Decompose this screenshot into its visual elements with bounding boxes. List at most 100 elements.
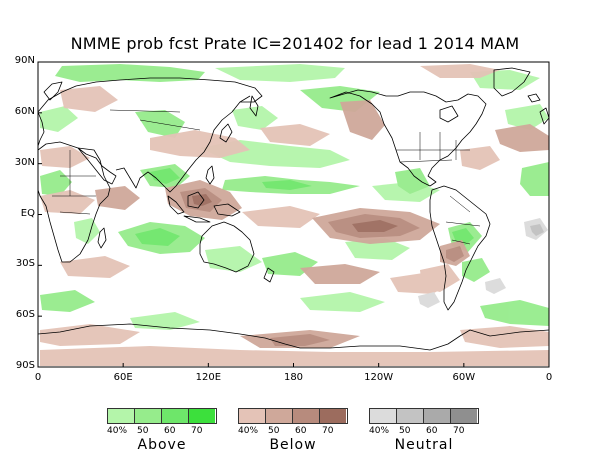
coastlines <box>38 67 549 351</box>
below-area <box>390 272 455 294</box>
legend-swatch <box>370 409 397 423</box>
below-area <box>260 124 330 146</box>
above-area <box>215 64 345 82</box>
legend-above: 40% 50 60 70 Above <box>107 408 217 453</box>
above-area <box>395 168 430 194</box>
legend-ticks: 40% 50 60 70 <box>369 426 479 438</box>
legend-caption: Below <box>269 437 317 453</box>
neutral-area <box>418 292 440 308</box>
axis-ticks <box>37 61 550 368</box>
above-area <box>262 180 312 190</box>
longitude-label: 120W <box>364 372 394 383</box>
coastline-japan <box>219 123 233 143</box>
above-area <box>40 290 95 312</box>
coastline-hudson <box>439 105 459 123</box>
below-area <box>352 220 398 232</box>
coastline-iceland <box>527 93 541 103</box>
legend-tick-label: 70 <box>191 426 203 436</box>
latitude-label: 30N <box>14 156 35 168</box>
above-area <box>345 238 410 260</box>
below-area <box>446 246 464 262</box>
legend-caption: Above <box>137 437 187 453</box>
below-area <box>242 206 320 228</box>
below-area <box>300 264 380 284</box>
legend-tick-label: 50 <box>399 426 411 436</box>
above-area <box>40 106 78 132</box>
legend-tick-label: 40% <box>369 426 390 436</box>
coastline-north-america <box>329 89 487 187</box>
longitude-label: 60E <box>113 372 133 383</box>
legend-tick-label: 70 <box>453 426 465 436</box>
below-area <box>60 256 130 278</box>
above-area <box>480 300 549 326</box>
legend-caption: Neutral <box>394 437 454 453</box>
above-areas <box>40 64 549 330</box>
coastline-greenland <box>493 67 531 97</box>
coastline-south-america <box>429 185 491 311</box>
legend-neutral: 40% 50 60 70 Neutral <box>369 408 479 453</box>
legend-tick-label: 50 <box>268 426 280 436</box>
below-area <box>40 324 140 346</box>
neutral-area <box>485 278 506 294</box>
coastline-antarctica <box>38 323 549 351</box>
below-area <box>60 86 118 112</box>
longitude-label: 120E <box>195 372 222 383</box>
above-area <box>55 64 205 82</box>
legend-swatch <box>397 409 424 423</box>
latitude-label: 30S <box>15 258 35 270</box>
latitude-label: 90S <box>15 360 35 371</box>
legend-tick-label: 40% <box>238 426 259 436</box>
coastline-australia <box>199 221 255 273</box>
below-area <box>192 194 212 206</box>
legend-swatch <box>162 409 189 423</box>
below-area <box>270 334 330 346</box>
coastline-java <box>183 215 211 223</box>
legend-swatch <box>451 409 477 423</box>
coastline-uk <box>539 107 549 125</box>
longitude-label: 0 <box>34 372 42 383</box>
legend-swatch <box>320 409 346 423</box>
coastline-philippines <box>205 165 215 185</box>
below-area <box>150 130 250 158</box>
below-area <box>420 64 500 78</box>
legend-swatch <box>266 409 293 423</box>
legend-below: 40% 50 60 70 Below <box>238 408 348 453</box>
latitude-label: EQ <box>20 207 35 219</box>
legend-tick-label: 50 <box>137 426 149 436</box>
latitude-label: 60N <box>14 105 35 117</box>
coastline-europe <box>38 111 45 147</box>
legend-swatches <box>369 408 479 424</box>
below-area <box>40 346 549 366</box>
above-area <box>135 228 180 246</box>
country-borders <box>52 109 481 245</box>
legend-swatch <box>108 409 135 423</box>
above-area <box>74 218 100 244</box>
legend-swatch <box>424 409 451 423</box>
coastline-africa <box>38 141 111 263</box>
above-area <box>520 162 549 196</box>
above-area <box>505 104 549 130</box>
below-area <box>40 146 90 168</box>
legend-ticks: 40% 50 60 70 <box>238 426 348 438</box>
longitude-label: 180 <box>283 372 304 383</box>
coastline-eurasia-south <box>115 95 251 193</box>
latitude-label: 90N <box>14 55 35 66</box>
legend-tick-label: 60 <box>295 426 307 436</box>
neutral-area <box>530 224 544 236</box>
map-title: NMME prob fcst Prate IC=201402 for lead … <box>70 34 520 53</box>
above-area <box>300 292 385 312</box>
coastline-scandinavia <box>43 81 63 101</box>
neutral-areas <box>418 218 548 308</box>
coastline-new-guinea <box>213 203 241 217</box>
below-area <box>95 186 140 210</box>
legend-swatch <box>293 409 320 423</box>
latitude-label: 60S <box>15 309 35 321</box>
coastline-new-zealand <box>263 267 275 283</box>
legend-swatch <box>239 409 266 423</box>
coastline-sumatra <box>167 195 185 215</box>
coastline-arabia <box>77 147 117 185</box>
legend-swatches <box>238 408 348 424</box>
below-area <box>340 100 385 140</box>
coastline-borneo <box>187 191 205 209</box>
legend-swatch <box>189 409 215 423</box>
